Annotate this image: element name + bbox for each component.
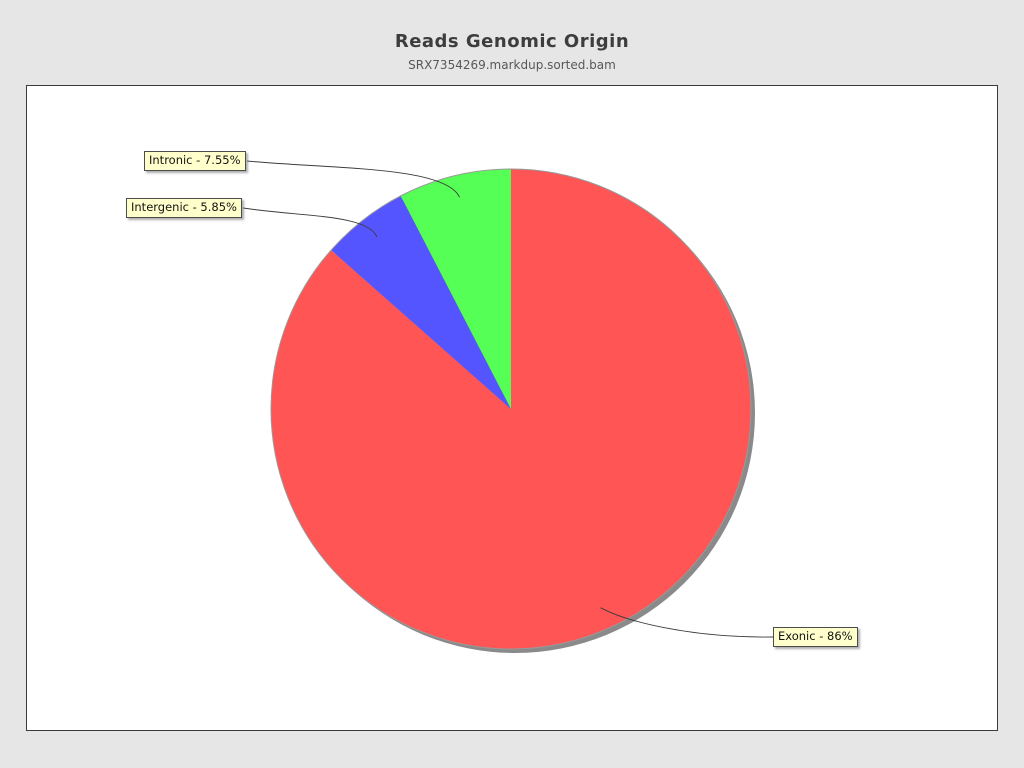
slice-label-intergenic: Intergenic - 5.85% (126, 198, 242, 218)
callout-line-exonic (600, 607, 774, 638)
chart-title: Reads Genomic Origin (394, 31, 630, 52)
callout-line-intergenic (242, 207, 378, 238)
slice-label-intronic: Intronic - 7.55% (144, 151, 246, 171)
chart-panel: Intronic - 7.55% Intergenic - 5.85% Exon… (26, 85, 998, 731)
pie-slice-exonic (270, 169, 751, 649)
callout-line-intronic (246, 160, 460, 198)
pie-outline (270, 168, 752, 650)
pie-slice-intergenic (331, 195, 511, 409)
slice-label-exonic: Exonic - 86% (773, 627, 858, 647)
pie-chart (242, 160, 774, 653)
pie-slice-intronic (400, 169, 511, 409)
chart-subtitle: SRX7354269.markdup.sorted.bam (408, 58, 616, 72)
